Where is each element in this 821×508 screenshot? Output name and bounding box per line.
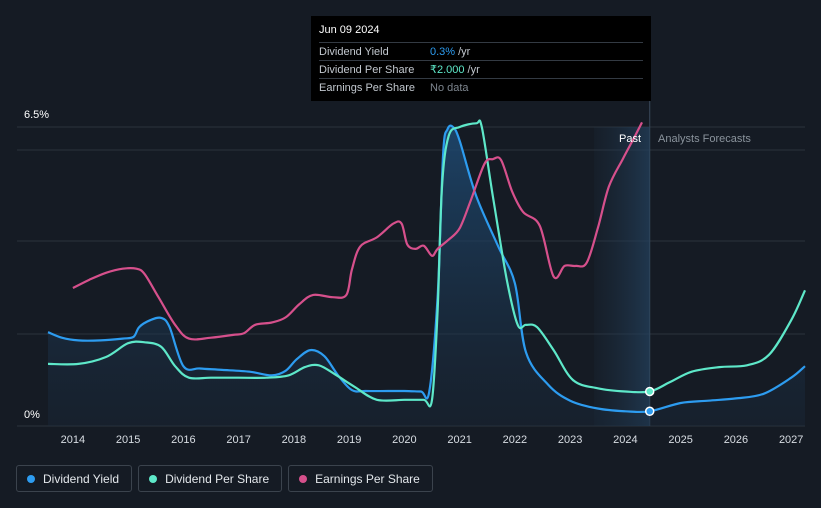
x-tick-label: 2027 (779, 434, 803, 446)
legend-item-dividend-per-share[interactable]: Dividend Per Share (138, 465, 283, 492)
legend: Dividend Yield Dividend Per Share Earnin… (16, 465, 433, 492)
x-tick-label: 2019 (337, 434, 361, 446)
tooltip-label: Dividend Per Share (319, 63, 415, 76)
tooltip: Jun 09 2024 Dividend Yield 0.3% /yr Divi… (311, 16, 651, 101)
dividend-yield-area (48, 125, 805, 426)
tooltip-label: Dividend Yield (319, 45, 389, 58)
y-axis-bottom-label: 0% (24, 409, 40, 421)
x-axis-ticks: 2014 2015 2016 2017 2018 2019 2020 2021 2022 2023… (61, 434, 804, 446)
past-region-band (594, 127, 650, 426)
x-tick-label: 2014 (61, 434, 85, 446)
legend-dot-icon (299, 474, 308, 483)
dividend-yield-line (47, 124, 806, 414)
past-region-label: Past (619, 133, 641, 145)
legend-label: Earnings Per Share (315, 471, 420, 486)
x-tick-label: 2026 (724, 434, 748, 446)
tooltip-value: 0.3% (430, 45, 456, 58)
x-tick-label: 2025 (668, 434, 692, 446)
tooltip-value: ₹2.000 (430, 64, 465, 76)
x-tick-label: 2017 (226, 434, 250, 446)
legend-label: Dividend Yield (43, 471, 120, 486)
x-tick-label: 2018 (282, 434, 306, 446)
tooltip-label: Earnings Per Share (319, 81, 415, 94)
forecast-region-label: Analysts Forecasts (658, 133, 751, 145)
x-tick-label: 2022 (503, 434, 527, 446)
dividend-per-share-marker (644, 386, 655, 397)
series-fills (48, 125, 805, 426)
earnings-per-share-line (72, 121, 643, 341)
legend-dot-icon (149, 474, 158, 483)
current-markers (644, 386, 655, 417)
legend-label: Dividend Per Share (165, 471, 270, 486)
x-tick-label: 2021 (447, 434, 471, 446)
legend-dot-icon (27, 474, 35, 483)
tooltip-value: No data (430, 81, 469, 94)
legend-item-dividend-yield[interactable]: Dividend Yield (16, 465, 133, 492)
tooltip-row-dividend-yield: Dividend Yield 0.3% /yr (319, 42, 643, 60)
x-tick-label: 2015 (116, 434, 140, 446)
x-tick-label: 2020 (392, 434, 416, 446)
tooltip-date: Jun 09 2024 (319, 24, 380, 36)
x-tick-label: 2024 (613, 434, 637, 446)
x-tick-label: 2023 (558, 434, 582, 446)
tooltip-unit: /yr (467, 63, 480, 76)
tooltip-row-earnings-per-share: Earnings Per Share No data (319, 78, 643, 96)
tooltip-row-dividend-per-share: Dividend Per Share ₹2.000 /yr (319, 60, 643, 78)
tooltip-unit: /yr (458, 45, 471, 58)
legend-item-earnings-per-share[interactable]: Earnings Per Share (288, 465, 433, 492)
y-axis-top-label: 6.5% (24, 109, 49, 121)
x-tick-label: 2016 (171, 434, 195, 446)
dividend-yield-marker (644, 406, 655, 417)
